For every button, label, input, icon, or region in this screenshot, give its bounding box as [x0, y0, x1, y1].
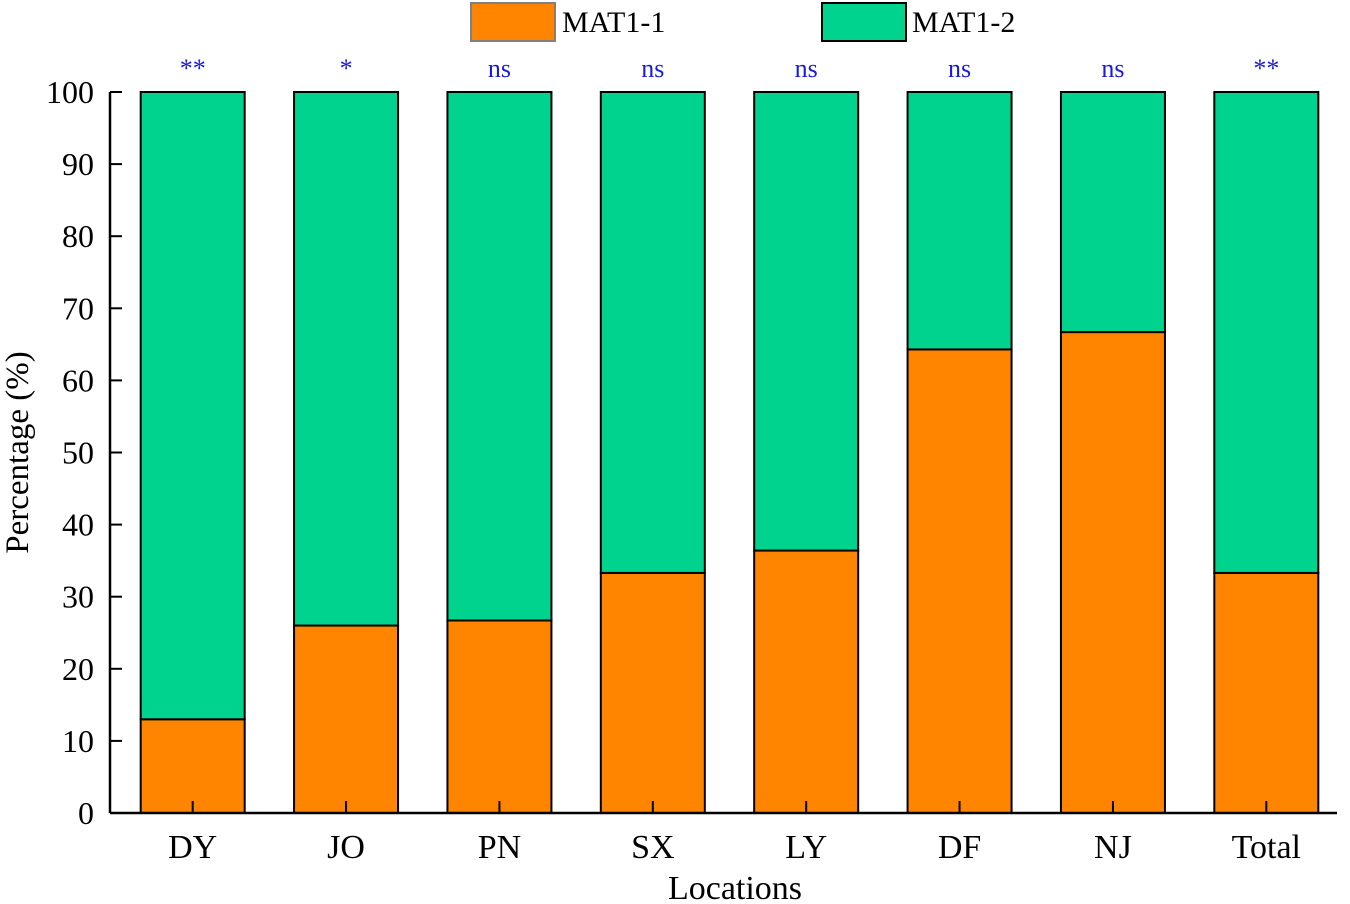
bar-mat1-2-pn — [446, 91, 553, 622]
significance-label-ly: ns — [795, 54, 818, 83]
y-tick-label-100: 100 — [46, 74, 94, 110]
significance-label-pn: ns — [488, 54, 511, 83]
bar-mat1-2-nj — [1059, 91, 1166, 334]
bar-mat1-1-nj — [1059, 331, 1166, 814]
x-tick-label-sx: SX — [631, 829, 674, 866]
y-tick-label-0: 0 — [78, 795, 94, 831]
bar-mat1-2-ly — [753, 91, 860, 552]
significance-label-total: ** — [1253, 54, 1279, 83]
bar-mat1-1-jo — [293, 624, 400, 814]
bar-mat1-2-df — [906, 91, 1013, 351]
x-axis-title: Locations — [668, 870, 802, 904]
y-tick-label-30: 30 — [62, 579, 94, 615]
legend-label-mat1-1: MAT1-1 — [562, 6, 665, 39]
x-tick-label-df: DF — [938, 829, 981, 866]
plot-area: ** DY * JO ns PN ns SX ns LY ns DF ns NJ ** Total 0 10 20 3… — [46, 54, 1337, 866]
x-tick-label-nj: NJ — [1094, 829, 1132, 866]
x-tick-label-dy: DY — [168, 829, 217, 866]
bar-mat1-1-sx — [599, 571, 706, 814]
significance-label-sx: ns — [641, 54, 664, 83]
bar-mat1-1-total — [1213, 571, 1320, 814]
y-tick-label-80: 80 — [62, 218, 94, 254]
y-tick-label-10: 10 — [62, 723, 94, 759]
significance-label-dy: ** — [180, 54, 206, 83]
legend: MAT1-1 MAT1-2 — [470, 2, 1015, 42]
legend-swatch-mat1-1 — [470, 2, 556, 42]
y-axis-title: Percentage (%) — [0, 351, 36, 553]
bar-mat1-1-dy — [139, 718, 246, 815]
bar-mat1-2-jo — [293, 91, 400, 627]
legend-swatch-mat1-2 — [821, 2, 907, 42]
x-tick-label-jo: JO — [327, 829, 365, 866]
y-tick-label-70: 70 — [62, 290, 94, 326]
y-tick-label-20: 20 — [62, 651, 94, 687]
bar-mat1-2-sx — [599, 91, 706, 574]
legend-label-mat1-2: MAT1-2 — [912, 6, 1015, 39]
x-tick-label-total: Total — [1232, 829, 1301, 866]
x-tick-label-ly: LY — [785, 829, 827, 866]
x-tick-label-pn: PN — [478, 829, 521, 866]
significance-label-df: ns — [948, 54, 971, 83]
y-tick-label-60: 60 — [62, 362, 94, 398]
significance-label-jo: * — [340, 54, 353, 83]
bar-mat1-2-dy — [139, 91, 246, 721]
significance-label-nj: ns — [1101, 54, 1124, 83]
bar-mat1-1-df — [906, 348, 1013, 814]
bar-mat1-1-ly — [753, 549, 860, 815]
y-tick-label-50: 50 — [62, 435, 94, 471]
bar-mat1-1-pn — [446, 619, 553, 814]
bar-mat1-2-total — [1213, 91, 1320, 574]
y-tick-label-90: 90 — [62, 146, 94, 182]
y-tick-label-40: 40 — [62, 507, 94, 543]
